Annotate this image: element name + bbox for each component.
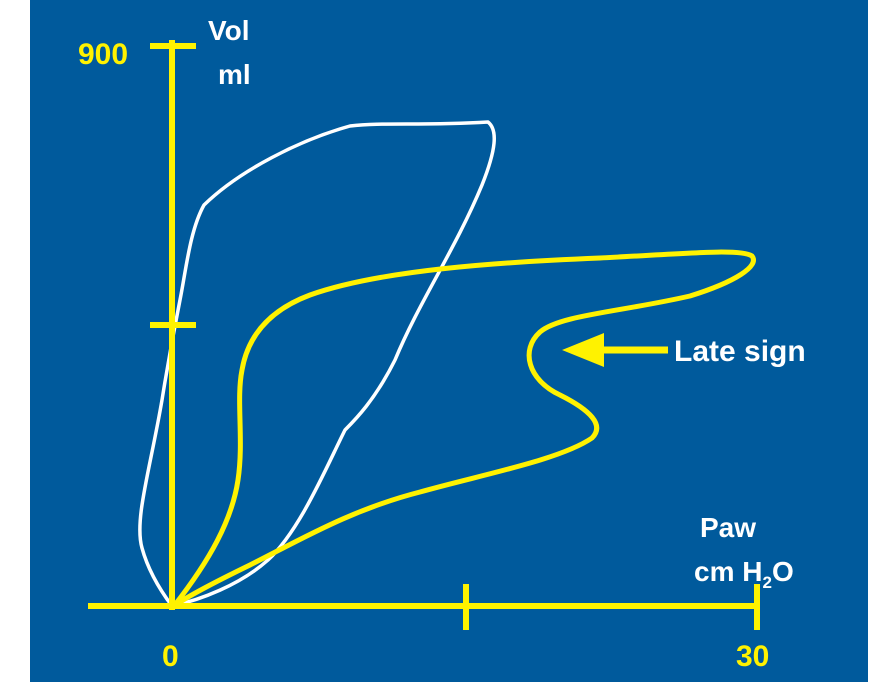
x-axis-unit-subscript: 2 bbox=[762, 573, 771, 592]
x-axis-label-line2: cm H2O bbox=[694, 556, 794, 592]
y-axis-label-line1: Vol bbox=[208, 15, 249, 46]
white-margin-left bbox=[0, 0, 30, 682]
x-axis-max-label: 30 bbox=[736, 640, 769, 673]
late-sign-arrow-head bbox=[562, 333, 604, 367]
white-margin-right bbox=[868, 0, 880, 682]
late-sign-label: Late sign bbox=[674, 335, 806, 368]
abnormal-loop-curve bbox=[171, 249, 756, 609]
normal-loop-curve bbox=[138, 120, 496, 608]
x-axis-min-label: 0 bbox=[162, 640, 179, 673]
x-axis-label-line1: Paw bbox=[700, 512, 756, 543]
x-axis-unit-prefix: cm H bbox=[694, 556, 762, 587]
y-axis-max-label: 900 bbox=[78, 38, 128, 71]
x-axis-unit-suffix: O bbox=[772, 556, 794, 587]
y-axis-label-line2: ml bbox=[218, 59, 251, 90]
